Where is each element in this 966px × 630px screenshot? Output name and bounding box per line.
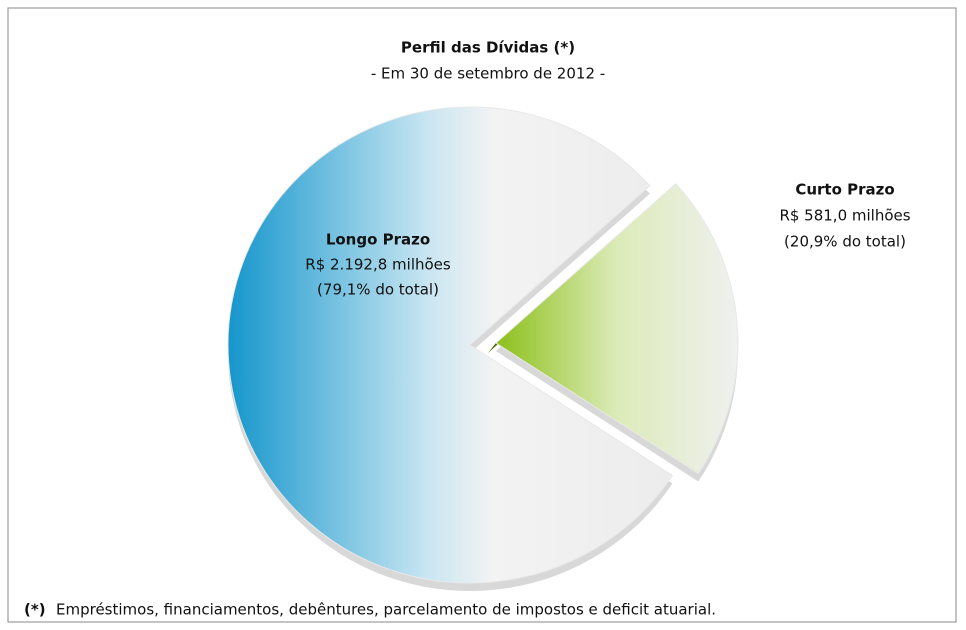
slice-label: Curto Prazo [795, 181, 894, 199]
chart-subtitle: - Em 30 de setembro de 2012 - [371, 65, 605, 83]
amount-label: R$ 2.192,8 milhões [305, 256, 451, 274]
chart-title: Perfil das Dívidas (*) [401, 39, 575, 57]
pie [227, 106, 739, 592]
pie-slice [227, 106, 674, 584]
amount-label: R$ 581,0 milhões [779, 207, 910, 225]
slice-label: Longo Prazo [326, 231, 430, 249]
pie-slice [495, 183, 739, 475]
footnote-marker: (*) [24, 601, 46, 619]
value-label: (20,9% do total) [784, 233, 906, 251]
footnote: Empréstimos, financiamentos, debêntures,… [56, 601, 716, 619]
value-label: (79,1% do total) [317, 281, 439, 299]
